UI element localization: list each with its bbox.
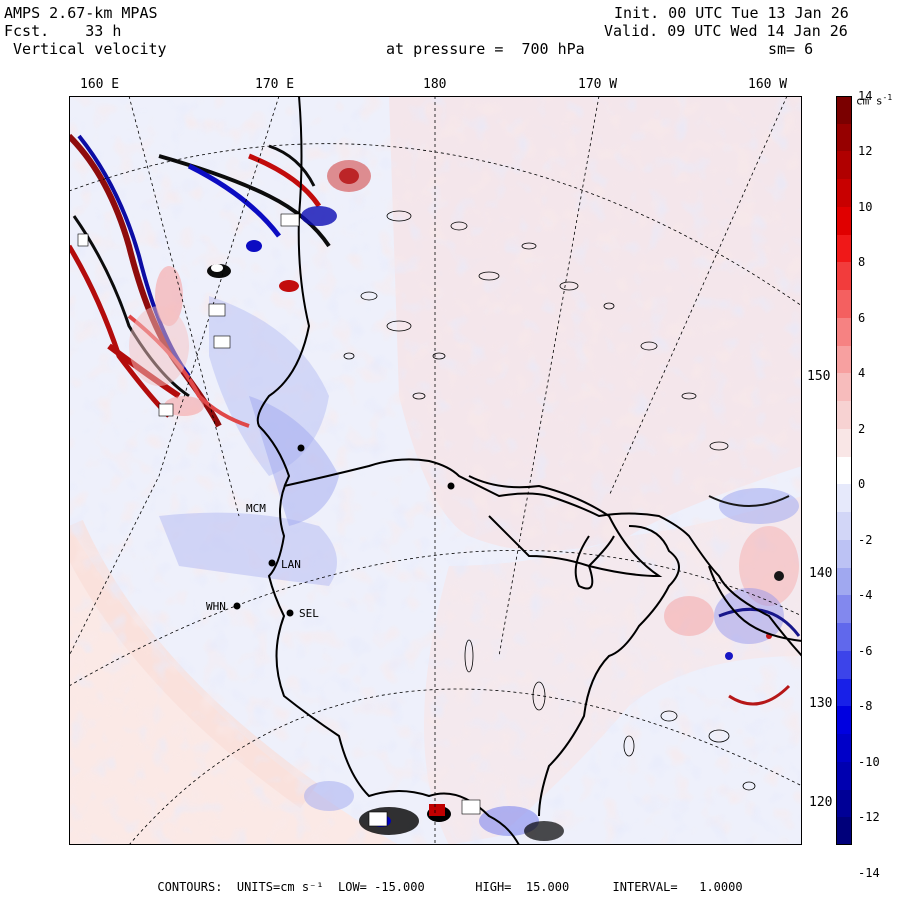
station-dot [447,482,455,490]
smoothing: sm= 6 [768,40,814,58]
colorbar-bin [836,789,852,818]
mountain-wave-band [69,133,371,428]
colorbar-bin [836,401,852,430]
lon-label-170w: 170 W [578,77,618,92]
lon-label-160w: 160 W [748,77,788,92]
colorbar-bin [836,345,852,374]
lon-label-180: 180 [423,77,447,92]
valid-time: Valid. 09 UTC Wed 14 Jan 26 [604,22,848,40]
pressure-level: at pressure = 700 hPa [386,40,585,58]
colorbar-tick-label: 8 [858,255,866,270]
colorbar-bin [836,373,852,402]
station-label-mcm: MCM [246,502,266,515]
station-dot [286,609,294,617]
contour-info: CONTOURS: UNITS=cm s⁻¹ LOW= -15.000 HIGH… [157,880,743,894]
lon-label-160e: 160 E [80,77,120,92]
colorbar-bin [836,206,852,236]
colorbar-bin [836,262,852,291]
colorbar-unit: cm s-1 [856,93,893,108]
colorbar-bin [836,428,852,458]
map-frame [69,96,802,845]
colorbar-tick-label: 0 [858,477,866,492]
extrema-markers [77,213,481,827]
colorbar-bin [836,623,852,652]
colorbar-bin [836,734,852,763]
wave-cluster-east [664,488,801,706]
colorbar-tick-label: -8 [858,699,873,714]
field-name: Vertical velocity [4,40,167,58]
station-markers: MCM LAN WHN SEL [206,444,455,620]
colorbar-tick-label: -10 [858,754,880,769]
colorbar-bin [836,290,852,319]
colorbar-bin [836,650,852,680]
forecast-hour: Fcst. 33 h [4,22,122,40]
colorbar-bin [836,706,852,735]
colorbar-tick-label: 12 [858,144,873,159]
station-dot [268,559,276,567]
colorbar-tick-label: -4 [858,588,873,603]
colorbar-bin [836,484,852,513]
colorbar-tick-label: -12 [858,810,880,825]
colorbar-tick-label: 2 [858,421,866,436]
colorbar-bin [836,678,852,707]
colorbar-tick-label: -2 [858,532,873,547]
colorbar-bin [836,179,852,208]
station-label-sel: SEL [299,607,319,620]
colorbar-bin [836,817,852,846]
colorbar-tick-label: 6 [858,310,866,325]
colorbar-tick-label: 10 [858,199,873,214]
vertical-velocity-map: MCM LAN WHN SEL [69,96,802,845]
colorbar-tick-label: 14 [858,89,873,103]
colorbar-bin [836,96,852,125]
station-dot [297,444,305,452]
contour-lines [343,210,756,791]
colorbar-bin [836,761,852,790]
colorbar-bin [836,123,852,152]
colorbar-tick-label: -14 [858,865,880,880]
colorbar [836,96,852,846]
colorbar-bin [836,595,852,624]
lon-label-170e: 170 E [255,77,295,92]
colorbar-bin [836,567,852,596]
colorbar-bin [836,512,852,541]
station-label-whn: WHN [206,600,226,613]
init-time: Init. 00 UTC Tue 13 Jan 26 [614,4,849,22]
colorbar-bin [836,151,852,180]
station-label-lan: LAN [281,558,301,571]
station-dot [233,602,241,610]
colorbar-bin [836,456,852,485]
coastline [256,96,802,845]
colorbar-bin [836,234,852,263]
colorbar-tick-label: -6 [858,643,873,658]
model-title: AMPS 2.67-km MPAS [4,4,158,22]
colorbar-tick-label: 4 [858,366,866,381]
wave-cluster-south [304,781,564,841]
graticule [69,96,802,845]
colorbar-bin [836,539,852,569]
colorbar-bin [836,317,852,347]
